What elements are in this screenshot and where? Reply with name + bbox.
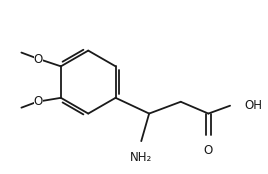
Text: O: O (34, 95, 43, 108)
Text: NH₂: NH₂ (130, 151, 152, 164)
Text: O: O (204, 144, 213, 157)
Text: OH: OH (244, 99, 262, 112)
Text: O: O (34, 53, 43, 66)
